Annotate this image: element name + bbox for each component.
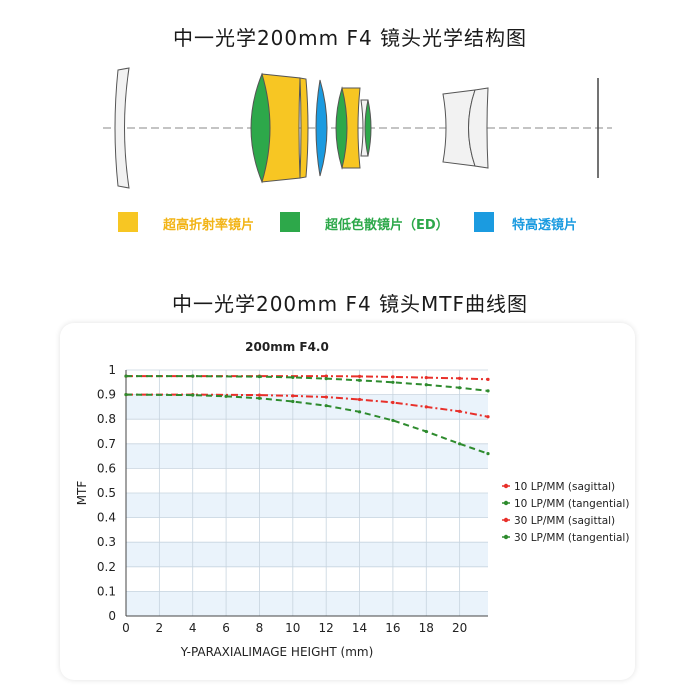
data-point	[324, 377, 328, 381]
chart-title: 200mm F4.0	[245, 340, 329, 354]
data-point	[424, 376, 428, 380]
data-point	[257, 393, 262, 397]
grid-band	[126, 370, 488, 395]
x-tick-label: 10	[285, 621, 300, 635]
structure-title: 中一光学200mm F4 镜头光学结构图	[172, 26, 528, 50]
data-point	[224, 394, 228, 398]
data-point	[191, 374, 195, 378]
grid-band	[126, 394, 488, 420]
data-point	[291, 375, 295, 379]
data-point	[486, 415, 490, 419]
y-tick-label: 1	[108, 363, 116, 377]
x-tick-label: 16	[385, 621, 400, 635]
data-point	[424, 405, 428, 409]
legend-label-ed: 超低色散镜片（ED）	[325, 218, 449, 233]
legend-label-3: 30 LP/MM (tangential)	[514, 532, 629, 544]
data-point	[391, 380, 395, 384]
legend-label-1: 10 LP/MM (tangential)	[514, 498, 629, 510]
lens-element-front	[114, 67, 130, 189]
data-point	[391, 375, 395, 379]
data-point	[357, 378, 362, 382]
mtf-chart-card: 200mm F4.0 0 0.1 0.2 0.3 0.4 0.5 0.6 0.7 0.8 0.9 1 0…	[60, 323, 635, 680]
lens-element-green-2	[335, 86, 348, 170]
legend-swatch-high-transmission	[474, 212, 494, 232]
data-point	[124, 393, 128, 397]
y-tick-label: 0.3	[97, 535, 116, 549]
legend-swatch-ed	[280, 212, 300, 232]
lens-element-green-3	[364, 99, 372, 157]
data-point	[357, 410, 362, 414]
legend-label-2: 30 LP/MM (sagittal)	[514, 515, 615, 527]
lens-structure-diagram	[103, 67, 612, 189]
x-tick-label: 18	[419, 621, 434, 635]
data-point	[357, 397, 362, 402]
series-line-1	[126, 375, 489, 392]
data-point	[324, 404, 328, 408]
y-axis-label: MTF	[75, 481, 89, 506]
grid-band	[126, 566, 488, 592]
x-tick-label: 6	[222, 621, 230, 635]
data-point	[424, 429, 428, 434]
grid-band	[126, 591, 488, 616]
x-tick-label: 0	[122, 621, 130, 635]
grid-band	[126, 468, 488, 493]
x-tick-label: 14	[352, 621, 367, 635]
y-tick-label: 0.2	[97, 560, 116, 574]
y-tick-label: 0.5	[97, 486, 116, 500]
data-point	[324, 374, 328, 378]
y-tick-label: 0.9	[97, 388, 116, 402]
data-point	[191, 393, 195, 397]
data-point	[486, 377, 490, 381]
mtf-title: 中一光学200mm F4 镜头MTF曲线图	[171, 292, 529, 316]
grid-band	[126, 542, 488, 567]
lens-legend: 超高折射率镜片 超低色散镜片（ED） 特高透镜片	[0, 208, 700, 236]
data-point	[424, 383, 428, 387]
legend-label-0: 10 LP/MM (sagittal)	[514, 481, 615, 493]
legend-swatch-high-index	[118, 212, 138, 232]
data-point	[324, 395, 328, 399]
data-point	[486, 389, 490, 393]
legend-label-high-index: 超高折射率镜片	[163, 218, 255, 233]
data-point	[458, 442, 462, 446]
lens-element-yellow-2	[299, 77, 309, 179]
y-tick-label: 0.7	[97, 437, 116, 451]
x-tick-label: 8	[256, 621, 264, 635]
grid-band	[126, 517, 488, 543]
data-point	[291, 394, 295, 398]
grid-band	[126, 419, 488, 444]
x-tick-label: 12	[319, 621, 334, 635]
y-tick-label: 0	[108, 609, 116, 623]
data-point	[124, 374, 128, 378]
grid-band	[126, 443, 488, 469]
x-tick-label: 2	[156, 621, 164, 635]
lens-element-green-1	[250, 72, 271, 184]
data-point	[391, 400, 395, 405]
lens-element-rear-2	[468, 87, 489, 169]
y-tick-label: 0.1	[97, 584, 116, 598]
grid-band	[126, 493, 488, 518]
data-point	[458, 376, 462, 380]
lens-element-blue	[315, 79, 328, 177]
y-tick-label: 0.6	[97, 461, 116, 475]
data-point	[458, 386, 462, 390]
y-tick-label: 0.8	[97, 412, 116, 426]
legend-label-high-transmission: 特高透镜片	[512, 218, 578, 233]
mtf-chart: 200mm F4.000.10.20.30.40.50.60.70.80.910…	[75, 340, 629, 659]
data-point	[458, 409, 462, 413]
x-axis-label: Y-PARAXIALIMAGE HEIGHT (mm)	[180, 645, 374, 659]
data-point	[257, 375, 262, 379]
y-tick-label: 0.4	[97, 511, 116, 525]
data-point	[357, 374, 362, 378]
data-point	[486, 452, 490, 456]
x-tick-label: 20	[452, 621, 467, 635]
data-point	[257, 396, 262, 400]
data-point	[291, 399, 295, 404]
data-point	[391, 418, 395, 423]
x-tick-label: 4	[189, 621, 197, 635]
